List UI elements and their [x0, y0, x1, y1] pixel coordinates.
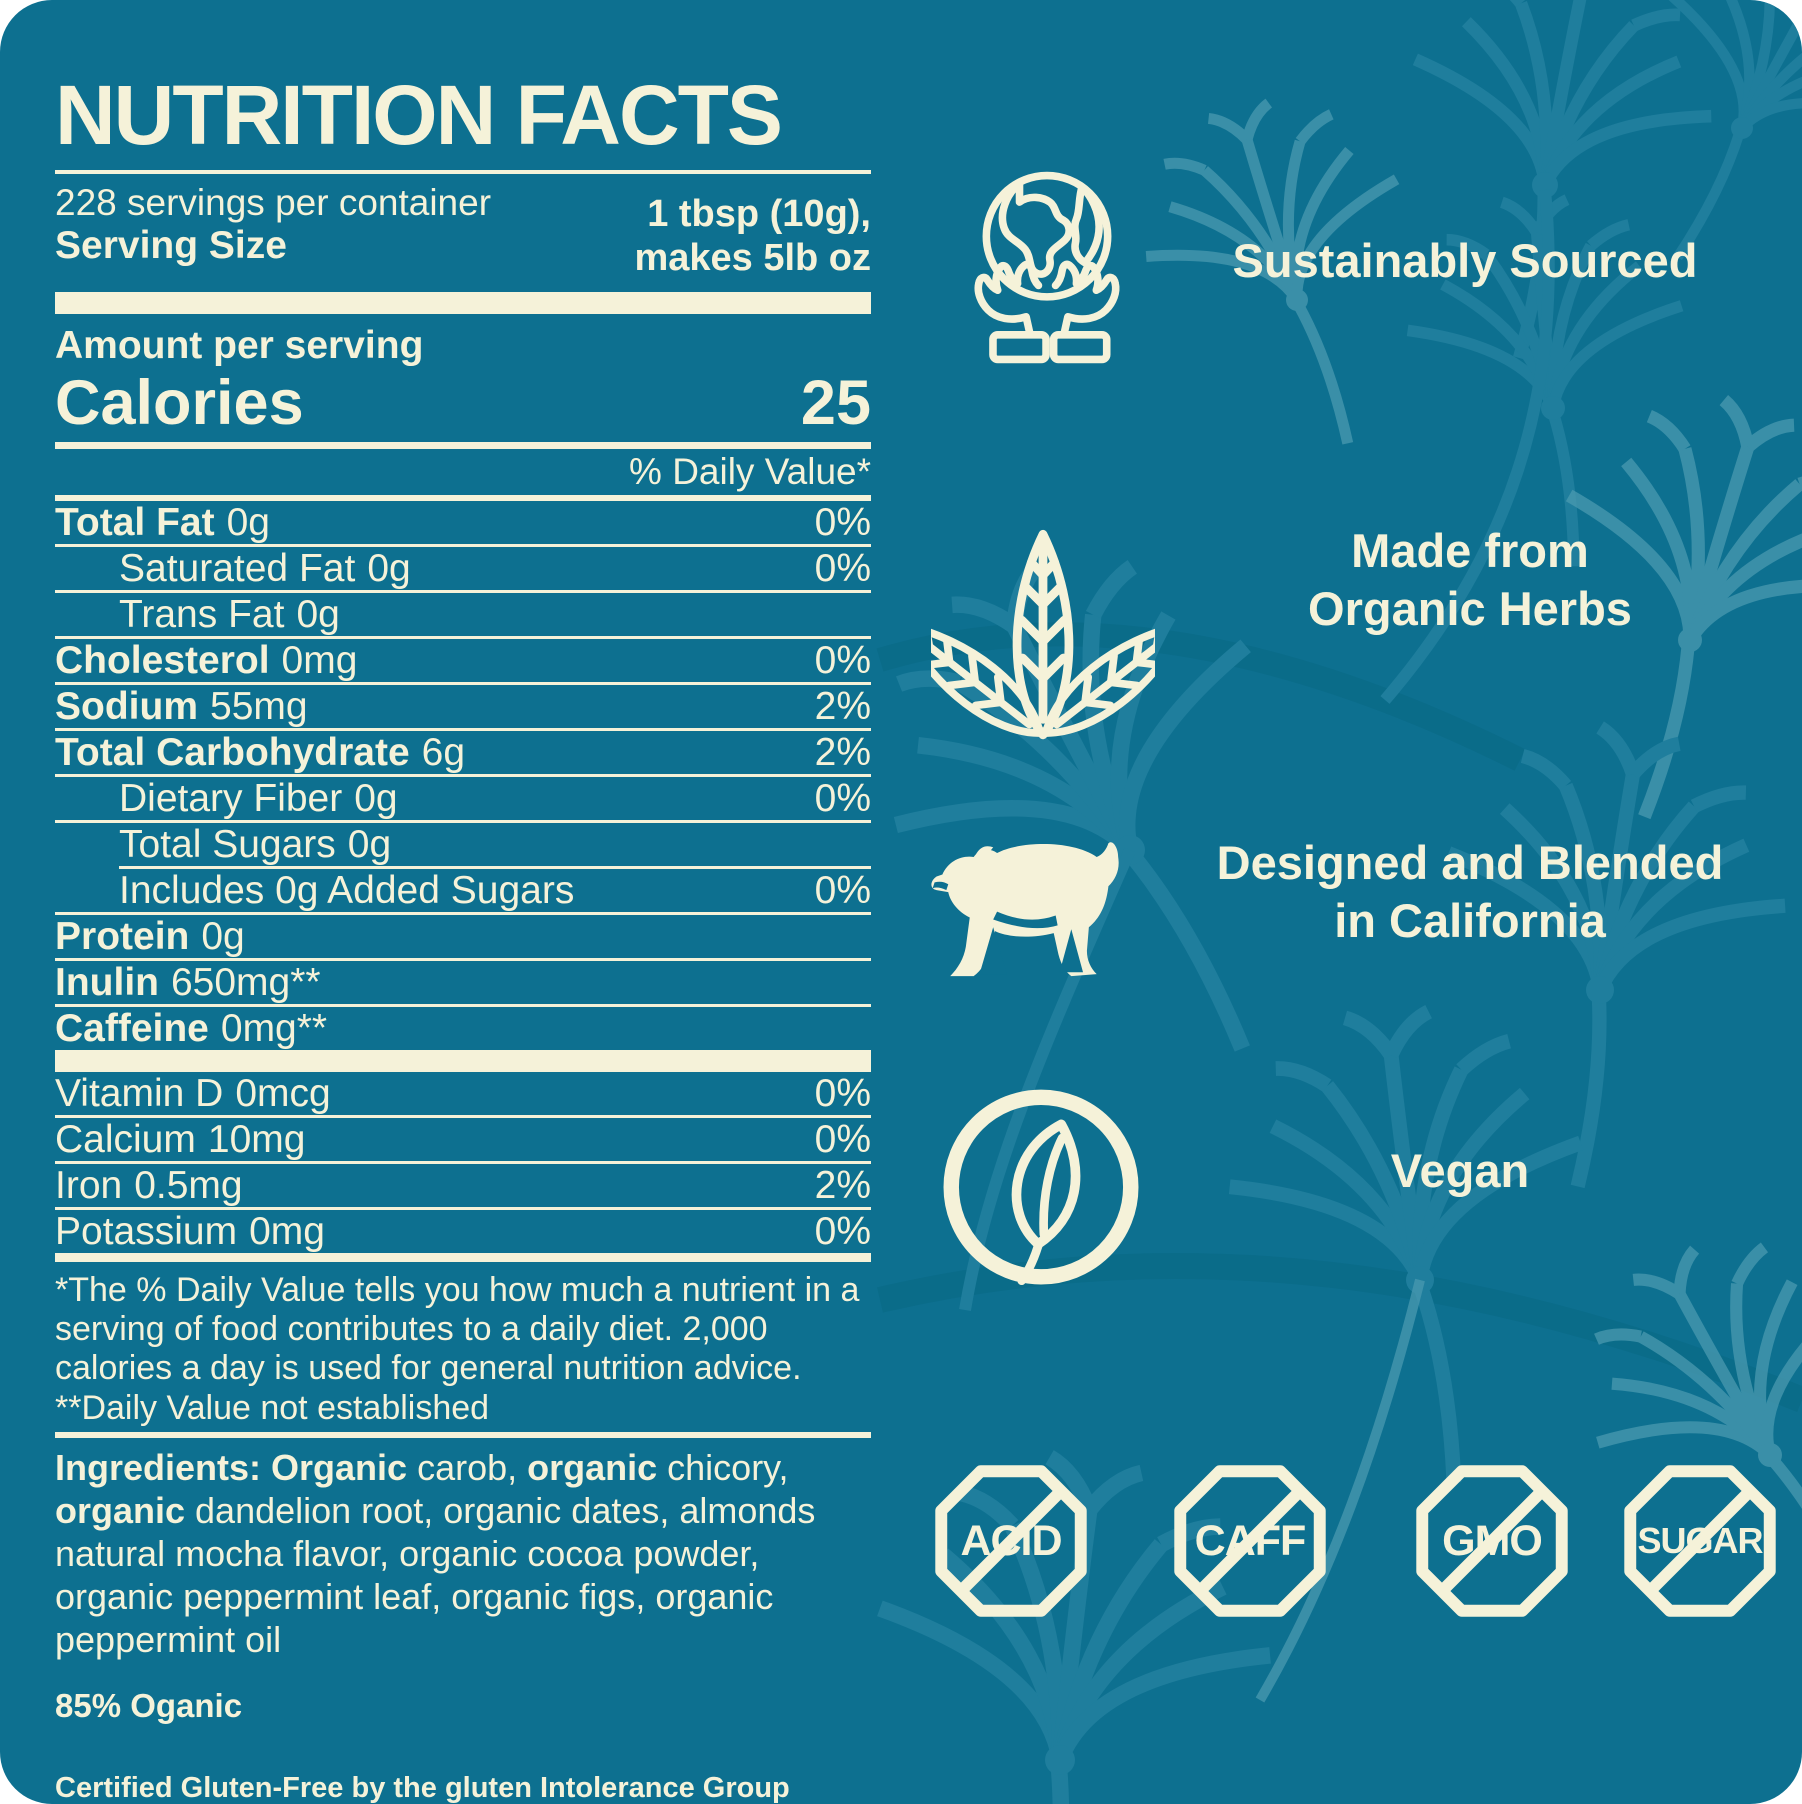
nutrient-row-saturated-fat: Saturated Fat 0g 0%: [55, 547, 871, 594]
nutrient-row-protein: Protein 0g: [55, 915, 871, 962]
earth-hands-icon: [974, 171, 1120, 364]
nutrient-row-caffeine: Caffeine 0mg**: [55, 1007, 328, 1051]
organic-percentage: 85% Oganic: [55, 1687, 243, 1725]
nutrient-row-total-fat: Total Fat 0g 0%: [55, 501, 871, 548]
thick-divider: [55, 292, 871, 315]
nutrient-row-cholesterol: Cholesterol 0mg 0%: [55, 639, 871, 686]
feature-designed-in-california: Designed and Blended in California: [1216, 836, 1724, 947]
feature-organic-herbs: Made from Organic Herbs: [1308, 524, 1632, 635]
nutrient-row-iron: Iron 0.5mg 2%: [55, 1164, 871, 1211]
serving-size-value: 1 tbsp (10g), makes 5lb oz: [634, 193, 871, 280]
amount-per-serving: Amount per serving: [55, 324, 424, 368]
no-caffeine-badge: CAFF: [1172, 1462, 1328, 1620]
nutrition-title: NUTRITION FACTS: [55, 68, 783, 162]
divider: [55, 170, 871, 175]
nutrient-row-total-carbohydrate: Total Carbohydrate 6g 2%: [55, 731, 871, 778]
divider: [55, 1253, 871, 1263]
serving-info: 228 servings per container Serving Size …: [55, 182, 871, 280]
nutrient-row-dietary-fiber: Dietary Fiber 0g 0%: [55, 777, 871, 824]
nutrition-facts-panel: NUTRITION FACTS 228 servings per contain…: [55, 68, 871, 1804]
leaf-circle-icon: [943, 1089, 1139, 1286]
no-acid-badge: ACID: [933, 1462, 1089, 1620]
calories-value: 25: [800, 368, 871, 439]
calories-label: Calories: [55, 368, 304, 439]
nutrient-row-potassium: Potassium 0mg 0%: [55, 1210, 871, 1254]
daily-value-header: % Daily Value*: [629, 451, 871, 493]
servings-per-container: 228 servings per container: [55, 182, 492, 224]
divider: [55, 442, 871, 450]
crossed-circle-icon: [1624, 1465, 1776, 1617]
nutrient-row-trans-fat: Trans Fat 0g: [55, 593, 871, 640]
crossed-circle-icon: [1416, 1465, 1568, 1617]
nutrient-row-vitamin-d: Vitamin D 0mcg 0%: [55, 1072, 871, 1119]
no-gmo-badge: GMO: [1414, 1462, 1570, 1620]
crossed-circle-icon: [935, 1465, 1087, 1617]
nutrient-row-total-sugars: Total Sugars 0g: [119, 823, 392, 867]
nutrient-row-inulin: Inulin 650mg**: [55, 961, 871, 1008]
ingredients-paragraph: Ingredients: Organic carob, organic chic…: [55, 1447, 816, 1661]
divider: [55, 495, 871, 502]
leaves-icon: [931, 490, 1155, 748]
nutrient-row-calcium: Calcium 10mg 0%: [55, 1118, 871, 1165]
feature-vegan: Vegan: [1390, 1144, 1530, 1197]
no-sugar-badge: SUGAR: [1622, 1462, 1778, 1620]
indented-divider: [119, 866, 871, 870]
calories-row: Calories 25: [55, 368, 871, 438]
thick-divider: [55, 1050, 871, 1073]
divider: [55, 1432, 871, 1439]
daily-value-footnote: *The % Daily Value tells you how much a …: [55, 1271, 860, 1388]
dv-not-established-note: **Daily Value not established: [55, 1389, 490, 1428]
feature-sustainably-sourced: Sustainably Sourced: [1232, 234, 1698, 287]
serving-size-label: Serving Size: [55, 224, 287, 268]
nutrient-row-added-sugars: Includes 0g Added Sugars 0%: [55, 869, 871, 916]
nutrient-row-sodium: Sodium 55mg 2%: [55, 685, 871, 732]
bear-icon: [931, 842, 1119, 977]
gluten-free-certification: Certified Gluten-Free by the gluten Into…: [55, 1772, 790, 1804]
crossed-circle-icon: [1174, 1465, 1326, 1617]
